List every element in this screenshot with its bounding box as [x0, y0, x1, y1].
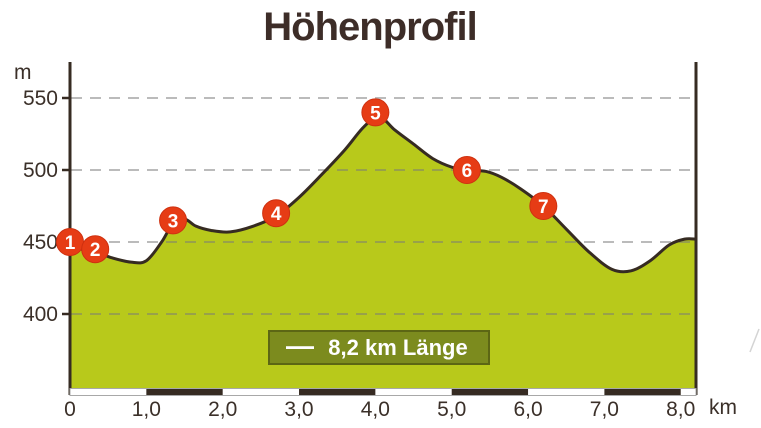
waypoint-marker-3	[159, 206, 188, 235]
scale-bar-segment-3-4	[299, 388, 376, 396]
scale-bar-base	[70, 388, 696, 396]
waypoint-marker-number-7: 7	[538, 197, 549, 218]
x-axis-unit-label: km	[709, 396, 737, 419]
x-axis-label-1: 1,0	[132, 398, 161, 421]
elevation-area	[70, 116, 696, 388]
waypoint-marker-number-5: 5	[370, 103, 381, 124]
x-axis-label-5: 5,0	[437, 398, 466, 421]
waypoint-marker-4	[262, 199, 291, 228]
waypoint-marker-2	[81, 235, 110, 264]
waypoint-marker-7	[529, 192, 558, 220]
x-axis-label-6: 6,0	[513, 398, 542, 421]
x-axis-label-2: 2,0	[208, 398, 237, 421]
page-title: Höhenprofil	[263, 5, 477, 49]
route-line-swatch: —	[286, 329, 314, 361]
x-axis-label-0: 0	[64, 398, 76, 421]
waypoint-marker-5	[361, 98, 390, 127]
scale-bar-segment-7-8	[604, 388, 681, 396]
x-axis-label-4: 4,0	[361, 398, 390, 421]
waypoint-marker-number-2: 2	[90, 240, 101, 261]
x-axis-label-8: 8,0	[666, 398, 695, 421]
scale-bar-border	[69, 388, 697, 396]
waypoint-marker-6	[452, 156, 481, 184]
x-axis-label-3: 3,0	[284, 398, 313, 421]
waypoint-marker-number-3: 3	[168, 211, 179, 232]
route-length-label: 8,2 km Länge	[328, 334, 468, 360]
route-length-legend: — 8,2 km Länge	[268, 330, 490, 365]
y-axis-label-400: 400	[23, 303, 58, 326]
scale-bar-segment-5-6	[451, 388, 529, 396]
waypoint-marker-number-6: 6	[462, 161, 473, 182]
scale-bar-segment-1-2	[146, 388, 223, 396]
edge-artifact-line	[749, 328, 760, 353]
y-axis-label-450: 450	[23, 231, 58, 254]
x-axis-label-7: 7,0	[590, 398, 619, 421]
waypoint-marker-number-1: 1	[65, 233, 76, 254]
y-axis-unit-label: m	[14, 61, 32, 84]
y-axis-label-500: 500	[23, 159, 58, 182]
waypoint-marker-number-4: 4	[271, 204, 282, 225]
y-axis-label-550: 550	[23, 87, 58, 110]
